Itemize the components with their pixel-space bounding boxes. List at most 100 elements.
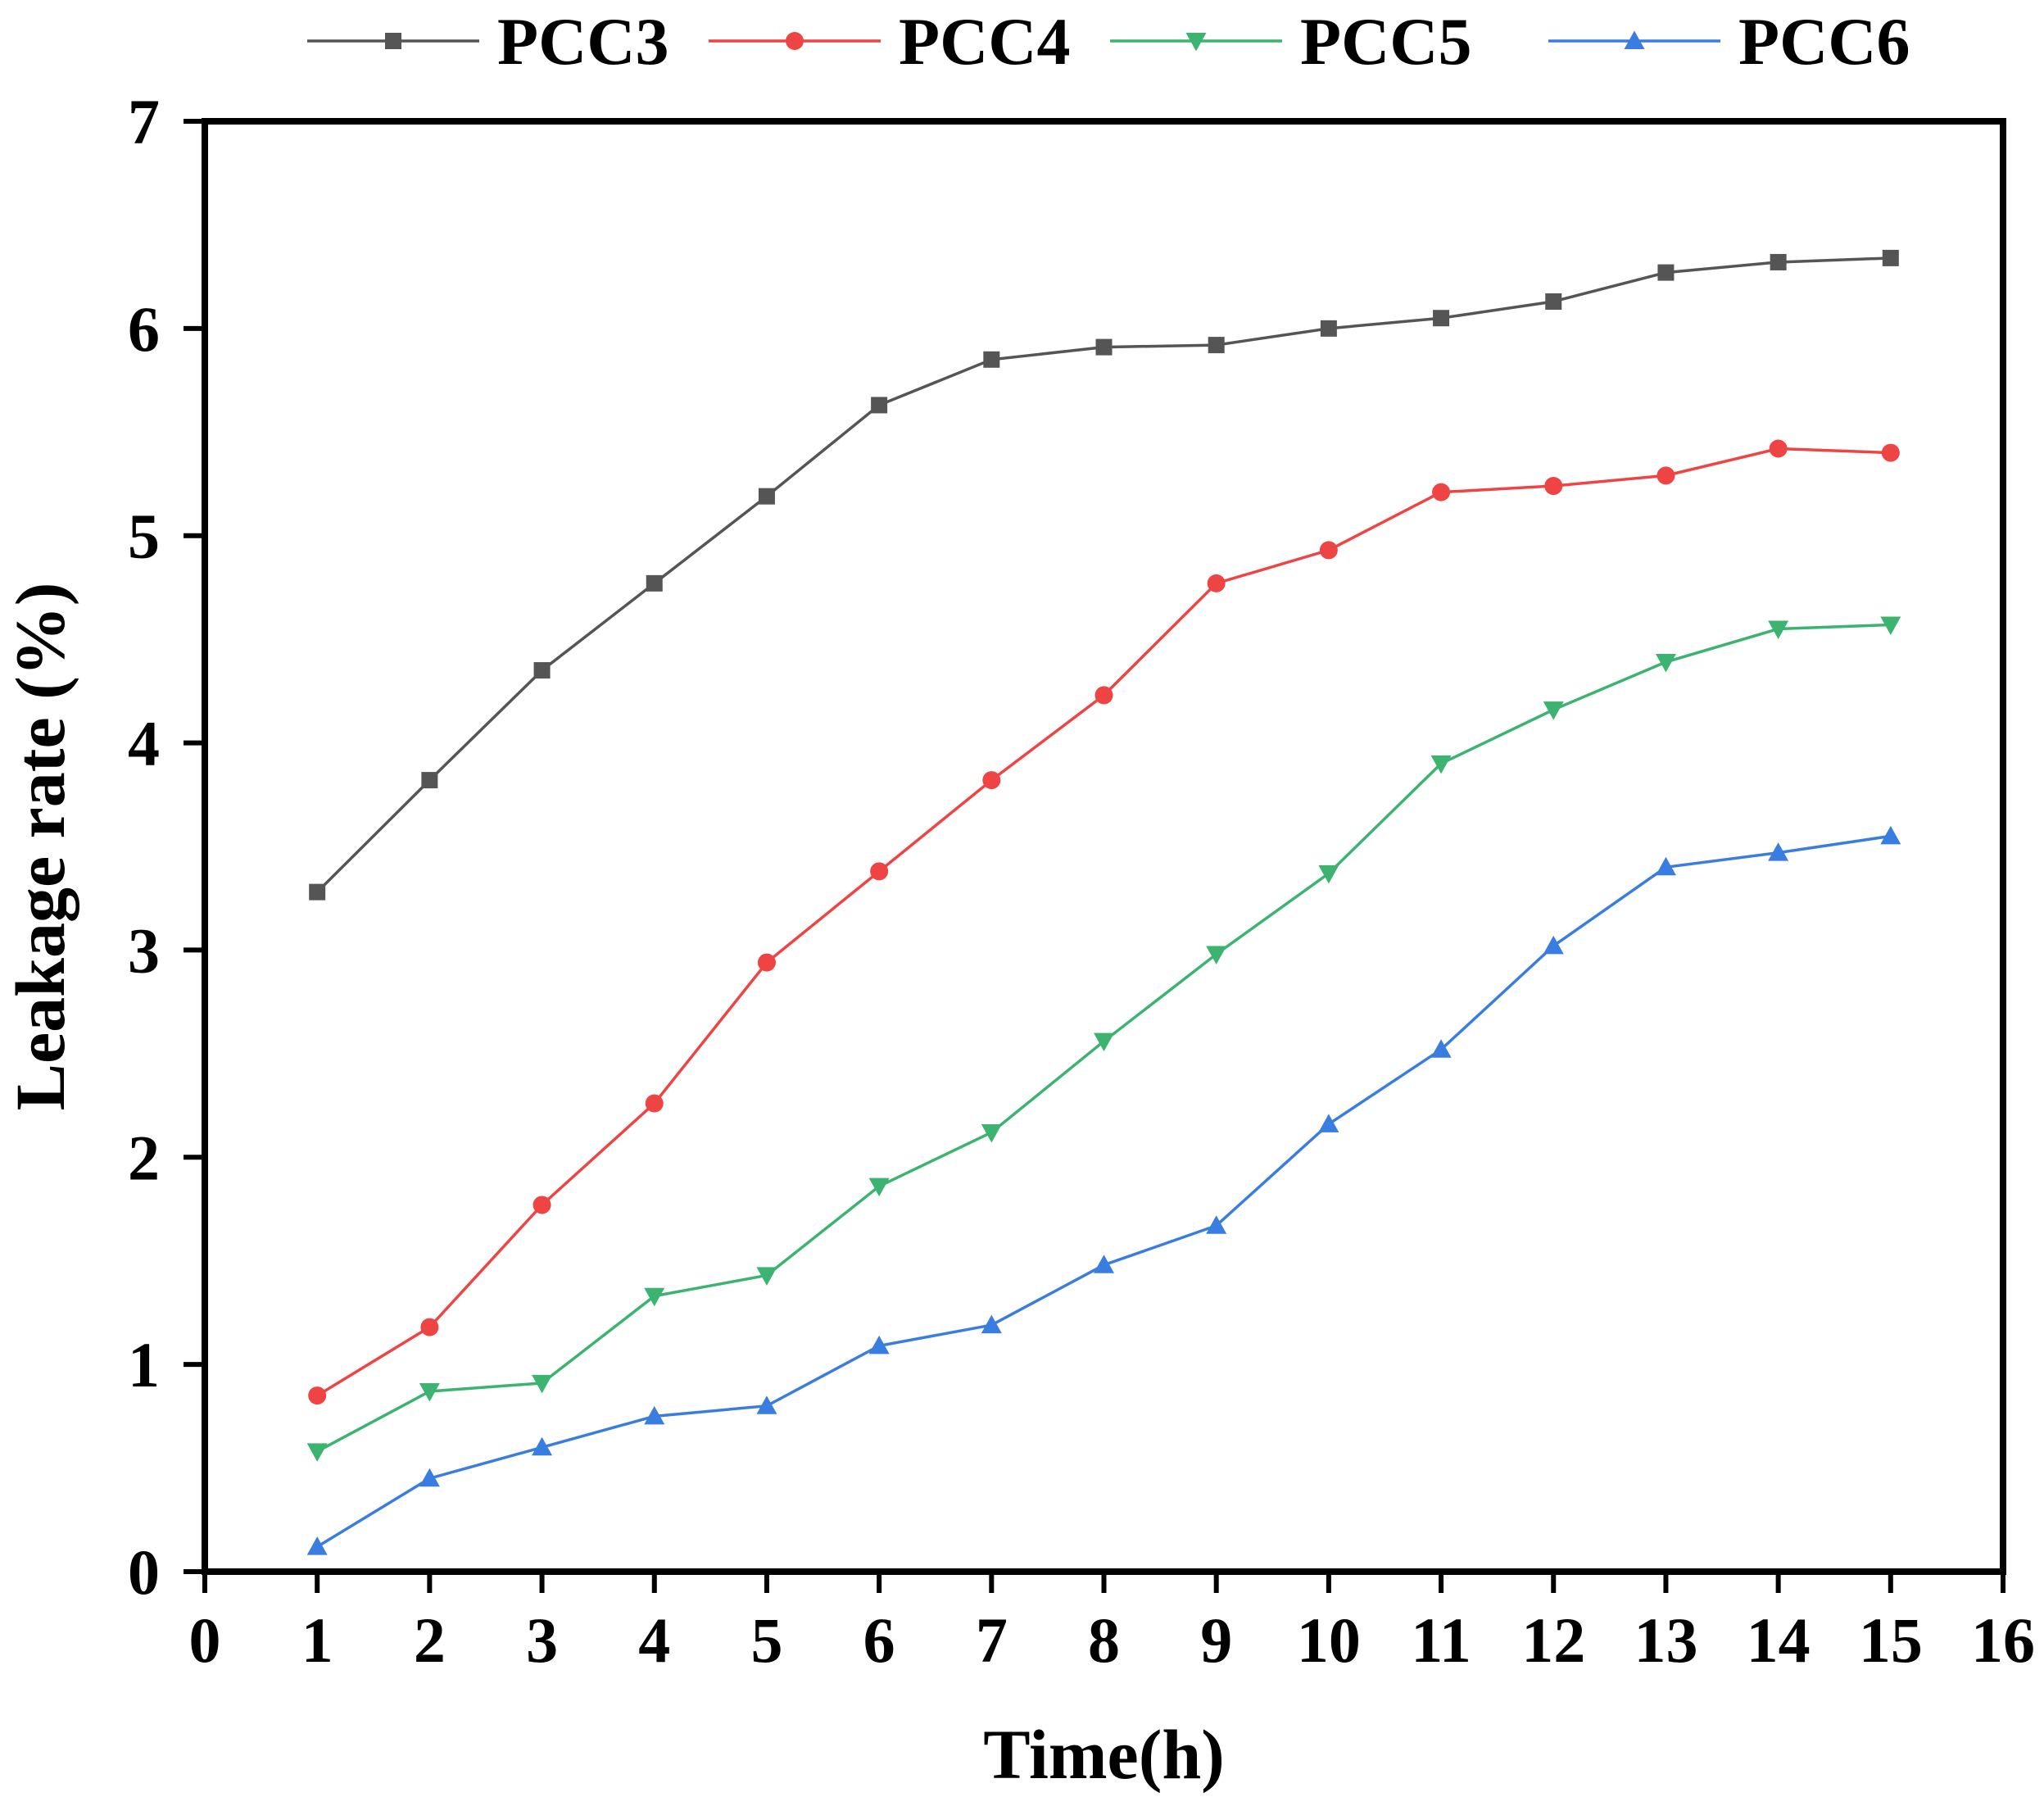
- data-point: [309, 883, 326, 901]
- data-point: [419, 1468, 440, 1487]
- data-point: [1318, 864, 1339, 884]
- legend-item-pcc4: PCC4: [709, 4, 1071, 79]
- data-point: [981, 1123, 1002, 1143]
- data-point: [306, 1536, 328, 1555]
- x-tick-label: 14: [1747, 1604, 1811, 1676]
- y-tick-label: 0: [128, 1536, 160, 1608]
- data-point: [1094, 1255, 1114, 1273]
- data-point: [756, 1395, 777, 1414]
- x-tick-label: 11: [1411, 1604, 1471, 1676]
- data-point: [421, 772, 438, 789]
- data-point: [1657, 466, 1675, 485]
- data-point: [1095, 686, 1113, 705]
- data-point: [1882, 249, 1899, 266]
- data-point: [871, 397, 888, 414]
- x-tick-label: 16: [1971, 1604, 2035, 1676]
- x-tick-label: 7: [976, 1604, 1008, 1676]
- data-point: [1095, 338, 1113, 356]
- data-point: [1769, 439, 1788, 458]
- x-tick-label: 10: [1297, 1604, 1361, 1676]
- y-tick-label: 6: [128, 293, 160, 365]
- x-tick-label: 3: [526, 1604, 558, 1676]
- data-point: [646, 574, 663, 592]
- series-pcc4: [308, 439, 1900, 1405]
- legend-item-pcc3: PCC3: [307, 4, 669, 79]
- x-tick-label: 12: [1521, 1604, 1585, 1676]
- data-point: [1208, 337, 1225, 354]
- data-point: [1655, 856, 1676, 876]
- x-tick-label: 2: [414, 1604, 446, 1676]
- data-point: [1432, 483, 1451, 501]
- data-point: [532, 1436, 553, 1456]
- x-tick-label: 8: [1088, 1604, 1120, 1676]
- y-tick-label: 1: [128, 1329, 160, 1400]
- data-point: [757, 953, 776, 972]
- data-point: [868, 1178, 890, 1197]
- data-point: [532, 1374, 553, 1394]
- data-point: [1880, 616, 1901, 635]
- legend-marker: [385, 33, 401, 49]
- data-point: [756, 1267, 777, 1286]
- data-point: [982, 771, 1001, 790]
- data-point: [1881, 443, 1900, 462]
- data-point: [1655, 653, 1676, 673]
- data-point: [1657, 264, 1675, 281]
- legend: PCC3 PCC4 PCC5 PCC6: [307, 4, 1910, 79]
- data-point: [1430, 1039, 1452, 1058]
- data-point: [644, 1405, 665, 1425]
- legend-marker: [786, 32, 804, 50]
- legend-label: PCC6: [1738, 4, 1910, 79]
- data-point: [1319, 541, 1338, 560]
- series-line: [316, 834, 1892, 1549]
- data-point: [1543, 701, 1564, 720]
- data-point: [981, 1314, 1002, 1334]
- series-pcc6: [306, 825, 1901, 1555]
- x-tick-label: 9: [1200, 1604, 1232, 1676]
- y-tick-label: 4: [128, 708, 160, 779]
- x-tick-label: 15: [1859, 1604, 1923, 1676]
- y-tick-label: 7: [128, 86, 160, 157]
- y-tick-label: 3: [128, 914, 160, 986]
- data-point: [533, 662, 551, 679]
- series-pcc5: [306, 616, 1901, 1462]
- legend-label: PCC5: [1300, 4, 1472, 79]
- data-point: [1543, 935, 1564, 955]
- data-point: [306, 1443, 328, 1462]
- series-line: [316, 447, 1891, 1397]
- x-axis-title: Time(h): [983, 1715, 1225, 1794]
- legend-label: PCC3: [497, 4, 669, 79]
- data-point: [1770, 253, 1787, 270]
- data-point: [308, 1386, 327, 1405]
- legend-item-pcc5: PCC5: [1110, 4, 1472, 79]
- y-axis-title: Leakage rate (%): [1, 583, 79, 1111]
- x-tick-label: 1: [301, 1604, 333, 1676]
- data-point: [1545, 293, 1562, 310]
- data-point: [1768, 620, 1789, 639]
- data-point: [644, 1287, 665, 1307]
- data-point: [1433, 310, 1450, 327]
- data-point: [870, 862, 889, 881]
- legend-marker: [1624, 30, 1645, 49]
- data-point: [758, 488, 775, 505]
- data-point: [420, 1318, 439, 1336]
- x-tick-label: 6: [863, 1604, 895, 1676]
- data-point: [419, 1383, 440, 1402]
- series-pcc3: [309, 249, 1899, 901]
- data-point: [1880, 825, 1901, 845]
- data-point: [1320, 320, 1337, 337]
- legend-label: PCC4: [899, 4, 1071, 79]
- data-point: [1206, 946, 1227, 964]
- data-point: [983, 351, 1000, 368]
- data-point: [1544, 477, 1563, 496]
- legend-item-pcc6: PCC6: [1548, 4, 1910, 79]
- plot-frame: [202, 118, 2006, 1575]
- x-tick-label: 13: [1634, 1604, 1697, 1676]
- data-point: [645, 1094, 664, 1113]
- data-point: [868, 1335, 890, 1354]
- y-tick-label: 2: [128, 1122, 160, 1193]
- data-series: [306, 249, 1901, 1555]
- data-point: [1094, 1032, 1114, 1052]
